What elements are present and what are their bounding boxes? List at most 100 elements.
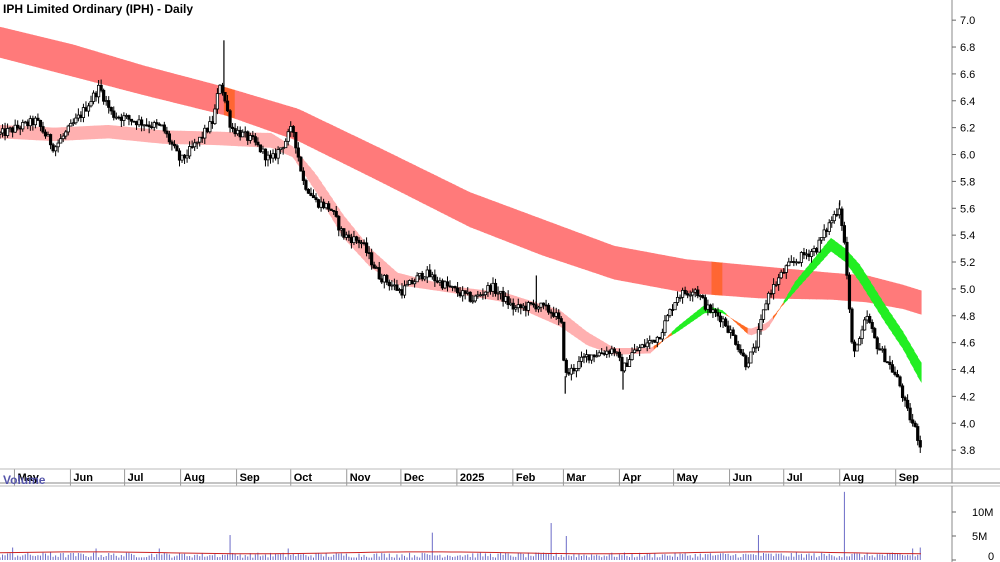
price-bar-body — [468, 291, 472, 302]
price-bar-body — [706, 304, 710, 310]
price-bar-body — [478, 294, 482, 297]
price-bar-body — [413, 281, 417, 285]
month-tick-label: Aug — [843, 472, 864, 484]
price-bar-body — [405, 283, 409, 287]
price-bar-body — [751, 347, 755, 353]
price-bar-body — [91, 92, 96, 102]
volume-axis-ticks: 10M 5M0 — [952, 507, 994, 562]
volume-title: Volume — [3, 473, 46, 487]
upper-band-segment — [523, 212, 528, 250]
upper-band-segment — [653, 253, 658, 288]
lower-band-segment — [668, 331, 673, 338]
price-bar-body — [155, 122, 159, 125]
price-bar-body — [145, 124, 149, 127]
price-bar-body — [461, 290, 465, 297]
price-bar-body — [906, 399, 910, 409]
price-bar-body — [127, 115, 131, 120]
upper-band-segment — [54, 39, 59, 73]
upper-band-segment — [180, 75, 185, 106]
upper-band-segment — [238, 91, 243, 122]
price-bar-body — [627, 359, 632, 367]
upper-band-segment — [379, 147, 384, 184]
lower-band-segment — [155, 129, 160, 144]
price-bar-body — [721, 318, 725, 323]
upper-band-segment — [169, 72, 174, 103]
lower-band-segment — [397, 272, 402, 286]
price-bar-body — [736, 344, 740, 350]
price-bar-body — [850, 308, 854, 343]
price-bar-body — [564, 359, 568, 373]
chart-title: IPH Limited Ordinary (IPH) - Daily — [3, 2, 193, 16]
price-bar-body — [878, 348, 882, 351]
upper-band-segment — [433, 174, 438, 211]
price-bar-body — [635, 349, 639, 352]
lower-band-segment — [595, 337, 601, 350]
price-bar-body — [276, 149, 280, 159]
price-bar-body — [205, 127, 209, 133]
lower-band-segment — [675, 325, 680, 333]
price-bar-body — [241, 131, 245, 138]
month-tick-label: Oct — [294, 472, 313, 484]
lower-band-segment — [769, 316, 774, 327]
price-bar-body — [918, 440, 922, 448]
upper-band-segment — [122, 59, 128, 91]
price-bar-body — [5, 128, 10, 136]
lower-band-segment — [744, 325, 749, 335]
price-bar-body — [289, 126, 293, 133]
upper-band-segment — [751, 265, 756, 299]
upper-band-segment — [339, 128, 344, 164]
upper-band-segment — [133, 62, 138, 94]
price-bar-body — [367, 252, 371, 254]
upper-band-segment — [25, 32, 30, 66]
price-bar-body — [617, 351, 621, 358]
upper-band-segment — [668, 255, 673, 291]
upper-band-segment — [588, 236, 593, 273]
price-bar-body — [683, 289, 687, 295]
price-bar-body — [3, 128, 7, 136]
upper-band-segment — [888, 281, 893, 308]
price-bar-body — [898, 376, 902, 387]
price-bar-body — [516, 304, 520, 309]
price-bar-body — [875, 337, 879, 350]
price-bar-body — [731, 329, 735, 336]
lower-band-segment — [866, 276, 872, 300]
lower-band-segment — [429, 280, 434, 291]
upper-band-segment — [357, 137, 362, 173]
price-bar-body — [688, 294, 692, 297]
lower-band-segment — [270, 133, 276, 150]
lower-band-segment — [657, 341, 662, 347]
price-bar-body — [26, 121, 30, 127]
upper-band-segment — [335, 127, 341, 162]
upper-band-segment — [21, 32, 26, 65]
price-tick-label: 6.2 — [960, 123, 975, 135]
price-bar-body — [458, 292, 462, 297]
lower-band-segment — [855, 260, 861, 283]
upper-band-segment — [502, 204, 507, 242]
lower-band-segment — [209, 131, 214, 146]
upper-band-segment — [404, 160, 409, 197]
upper-band-segment — [563, 227, 568, 264]
lower-band-segment — [75, 126, 81, 141]
price-bar-body — [180, 154, 184, 161]
price-bar-body — [23, 121, 27, 124]
month-tick-label: 2025 — [460, 472, 484, 484]
upper-band-segment — [310, 114, 315, 150]
price-bar-body — [809, 251, 814, 257]
lower-band-segment — [859, 264, 864, 288]
upper-band-segment — [624, 247, 630, 283]
upper-band-segment — [812, 271, 817, 300]
price-bar-body — [660, 332, 664, 340]
price-bar-body — [615, 351, 619, 354]
upper-band-segment — [613, 245, 619, 281]
price-bar-body — [668, 309, 672, 317]
volume-bars-layer — [0, 491, 921, 560]
price-bar-body — [134, 121, 139, 126]
lower-band-segment — [830, 237, 835, 254]
price-bar-body — [589, 354, 594, 361]
upper-band-segment — [274, 101, 279, 135]
price-bar-body — [256, 141, 260, 146]
upper-band-segment — [166, 71, 171, 102]
price-bar-body — [440, 280, 445, 289]
price-bar-body — [832, 213, 836, 222]
